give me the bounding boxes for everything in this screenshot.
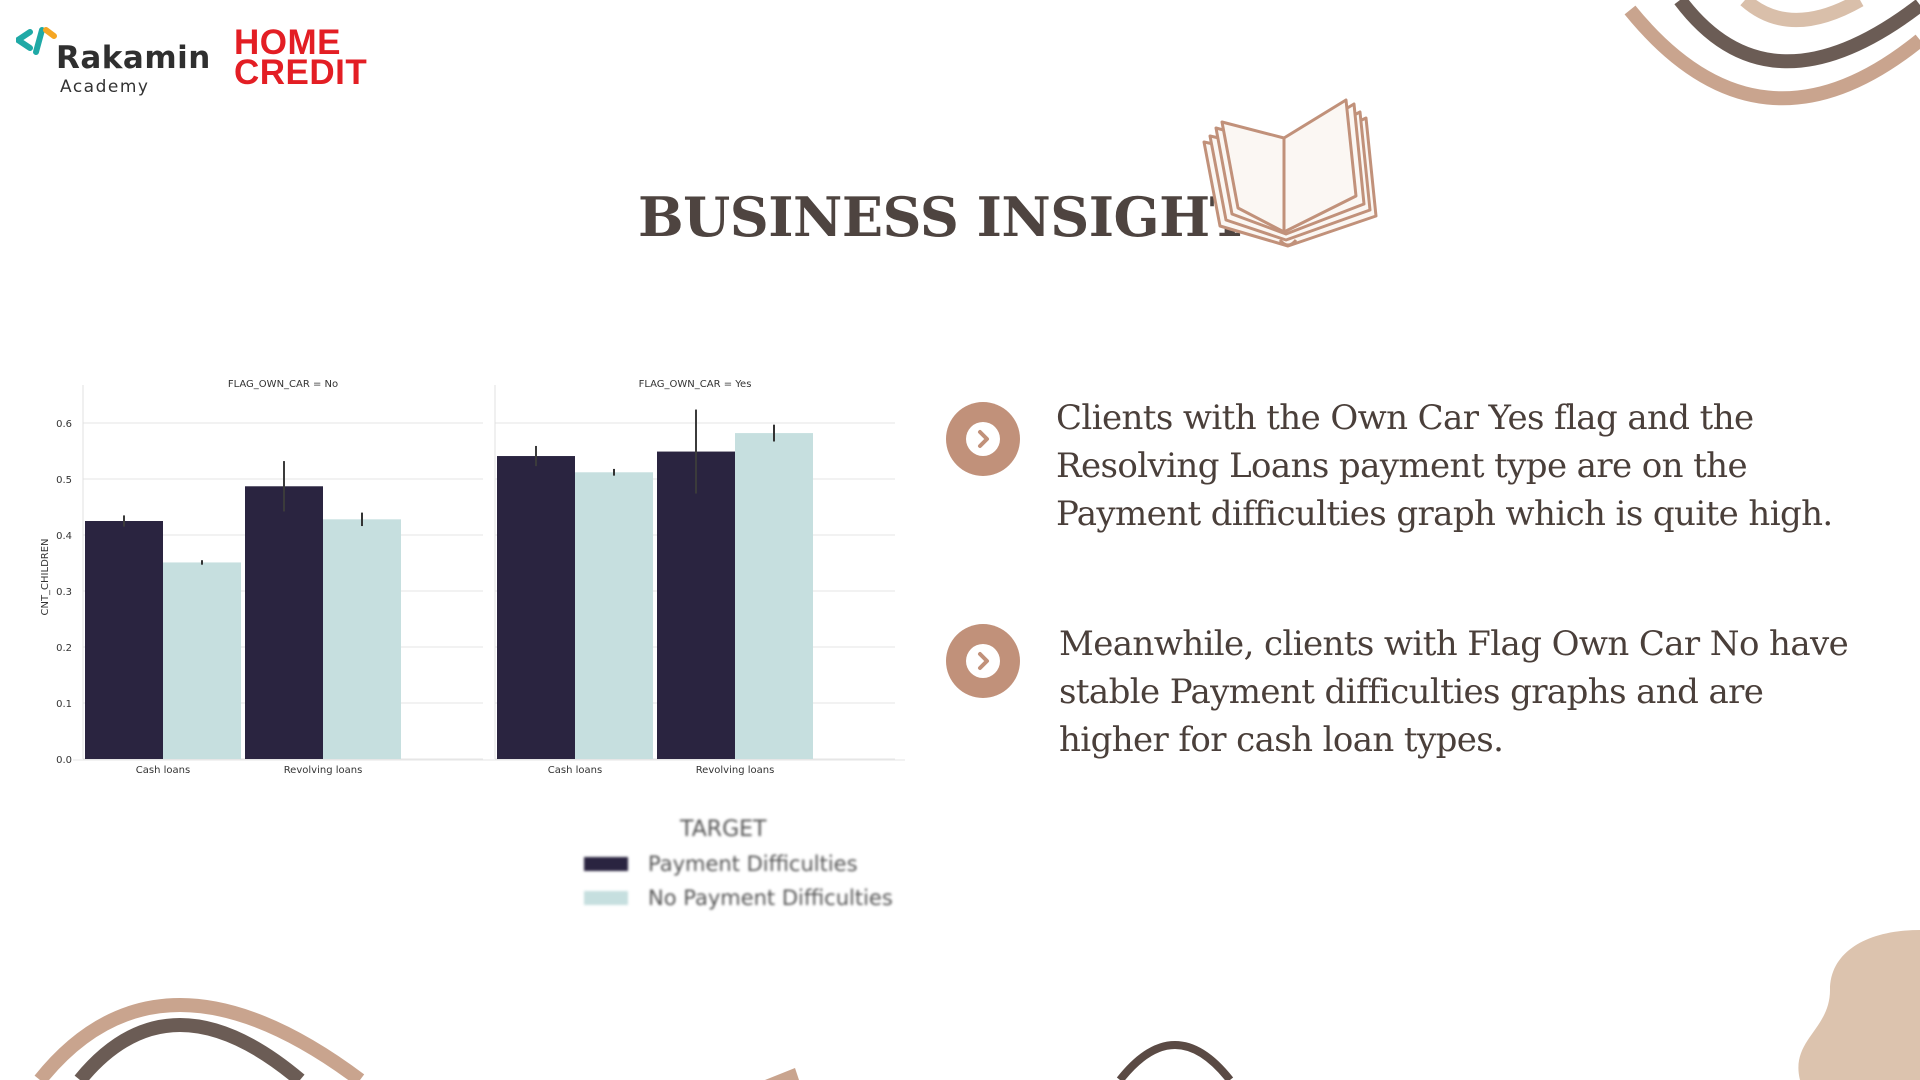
chart-legend: TARGET Payment Difficulties No Payment D…: [580, 817, 910, 917]
x-tick-label: Revolving loans: [284, 765, 363, 776]
bar: [735, 433, 813, 759]
legend-label: No Payment Difficulties: [648, 886, 893, 910]
legend-item-no-payment-difficulties: No Payment Difficulties: [584, 885, 893, 911]
logo-group: Rakamin Academy HOME CREDIT: [16, 24, 396, 104]
bar-chart: CNT_CHILDREN 0.0 0.1 0.2 0.3 0.4 0.5 0.6 FLAG_OW…: [30, 365, 910, 785]
legend-swatch-no-payment-difficulties: [584, 891, 628, 905]
insight-text: Meanwhile, clients with Flag Own Car No …: [1059, 624, 1849, 760]
decorative-arches-bottom-left: [34, 998, 365, 1080]
y-tick-label: 0.0: [56, 755, 72, 766]
decorative-arcs-top-right: [1624, 0, 1920, 106]
home-credit-line-1: HOME: [234, 23, 341, 62]
decorative-blob-bottom-right: [1798, 930, 1920, 1080]
decorative-arch-bottom-center: [1116, 1041, 1234, 1080]
decorative-shape-bottom: [765, 1068, 799, 1080]
x-tick-label: Cash loans: [136, 765, 190, 776]
page-title: BUSINESS INSIGHT: [638, 185, 1250, 249]
x-tick-label: Revolving loans: [696, 765, 775, 776]
rakamin-name: Rakamin: [56, 40, 211, 76]
bar: [245, 486, 323, 759]
y-tick-label: 0.6: [56, 419, 72, 430]
y-tick-label: 0.5: [56, 475, 72, 486]
y-axis-label: CNT_CHILDREN: [40, 538, 51, 615]
y-tick-label: 0.2: [56, 643, 72, 654]
open-book-icon: [1202, 98, 1378, 248]
bar-chart-svg: CNT_CHILDREN 0.0 0.1 0.2 0.3 0.4 0.5 0.6 FLAG_OW…: [40, 379, 905, 776]
y-tick-label: 0.4: [56, 531, 72, 542]
chevron-right-circle-icon: [946, 402, 1020, 476]
chevron-right-circle-icon: [946, 624, 1020, 698]
bar: [575, 472, 653, 759]
bar: [163, 562, 241, 759]
home-credit-line-2: CREDIT: [234, 53, 368, 92]
panel-title: FLAG_OWN_CAR = Yes: [639, 379, 752, 390]
legend-label: Payment Difficulties: [648, 852, 858, 876]
bar: [497, 456, 575, 759]
bar: [657, 451, 735, 759]
y-tick-label: 0.1: [56, 699, 72, 710]
legend-swatch-payment-difficulties: [584, 857, 628, 871]
legend-item-payment-difficulties: Payment Difficulties: [584, 851, 858, 877]
x-tick-label: Cash loans: [548, 765, 602, 776]
home-credit-logo: HOME CREDIT: [234, 23, 368, 92]
legend-title: TARGET: [680, 817, 767, 842]
y-tick-label: 0.3: [56, 587, 72, 598]
rakamin-subtitle: Academy: [60, 77, 150, 97]
panel-title: FLAG_OWN_CAR = No: [228, 379, 338, 390]
insight-text: Clients with the Own Car Yes flag and th…: [1056, 398, 1833, 534]
bar: [85, 521, 163, 759]
bar: [323, 519, 401, 759]
rakamin-logo-icon: [16, 27, 57, 55]
